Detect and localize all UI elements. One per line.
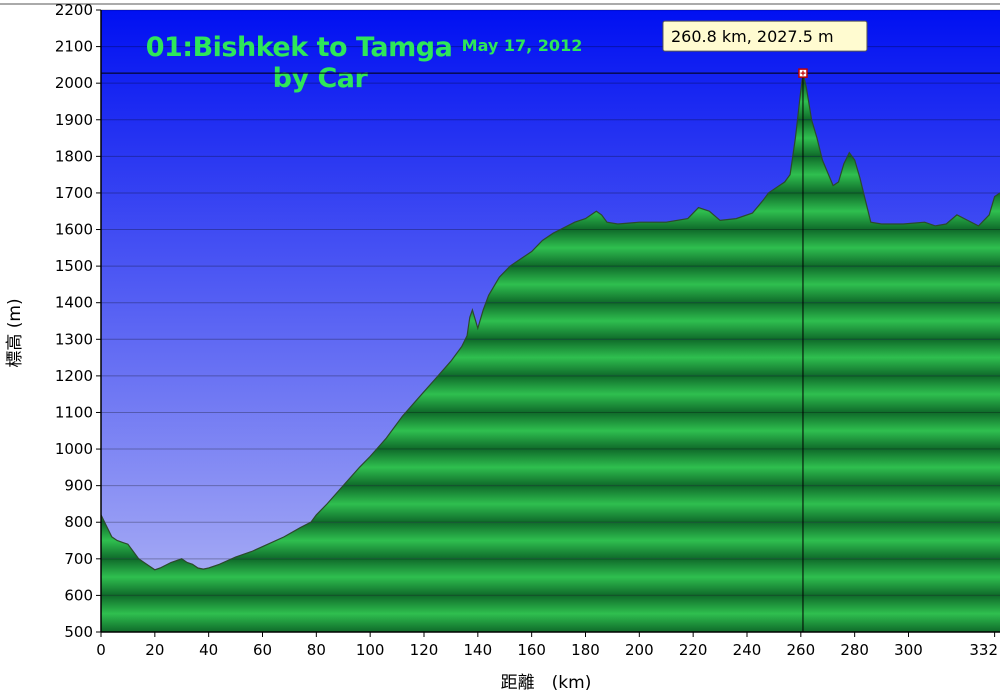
y-tick-label: 900: [64, 477, 93, 495]
y-tick-label: 1200: [55, 367, 93, 385]
y-tick-label: 800: [64, 513, 93, 531]
y-tick-label: 2100: [55, 38, 93, 56]
y-tick-label: 500: [64, 623, 93, 641]
y-tick-label: 1800: [55, 147, 93, 165]
x-tick-label: 20: [145, 641, 164, 659]
axes: [100, 10, 1000, 633]
x-tick-label: 280: [840, 641, 869, 659]
y-tick-label: 2200: [55, 1, 93, 19]
x-tick-label: 160: [517, 641, 546, 659]
y-tick-label: 600: [64, 586, 93, 604]
chart-date: May 17, 2012: [462, 36, 583, 55]
x-tick-label: 300: [894, 641, 923, 659]
x-tick-label: 180: [571, 641, 600, 659]
x-axis-title: 距離 (km): [501, 673, 592, 693]
y-axis-title: 標高 (m): [5, 298, 25, 367]
y-tick-label: 700: [64, 550, 93, 568]
x-tick-label: 200: [625, 641, 654, 659]
marker-tooltip: 260.8 km, 2027.5 m: [662, 20, 868, 52]
x-tick-label: 140: [464, 641, 493, 659]
y-tick-label: 2000: [55, 74, 93, 92]
x-tick-label: 260: [787, 641, 816, 659]
x-tick-label: 120: [410, 641, 439, 659]
terrain-profile-line: [100, 72, 1000, 571]
y-tick-label: 1100: [55, 403, 93, 421]
tooltip-label: 260.8 km, 2027.5 m: [671, 27, 834, 46]
x-tick-label: 220: [679, 641, 708, 659]
terrain-band: [101, 595, 1000, 632]
y-tick-label: 1400: [55, 294, 93, 312]
x-tick-label: 40: [199, 641, 218, 659]
y-tick-label: 1600: [55, 221, 93, 239]
y-tick-label: 1500: [55, 257, 93, 275]
x-tick-label: 0: [96, 641, 106, 659]
x-tick-label: 80: [307, 641, 326, 659]
x-tick-label: 240: [733, 641, 762, 659]
terrain-band: [101, 558, 1000, 596]
x-tick-label: 332: [969, 641, 998, 659]
y-axis-ticks: 500 600 700 800 900 1000 1100 1200 1300 1400 1500 1…: [55, 1, 101, 641]
peak-marker[interactable]: [798, 68, 808, 78]
x-tick-label: 100: [356, 641, 385, 659]
chart-title-line1: 01:Bishkek to Tamga: [146, 32, 453, 63]
x-tick-label: 60: [253, 641, 272, 659]
y-tick-label: 1700: [55, 184, 93, 202]
y-tick-label: 1300: [55, 330, 93, 348]
chart-title-line2: by Car: [273, 63, 369, 94]
x-axis-ticks: 0 20 40 60 80 100 120 140 160 180 200 220 240 260 280 3…: [96, 632, 998, 659]
y-tick-label: 1000: [55, 440, 93, 458]
y-tick-label: 1900: [55, 111, 93, 129]
